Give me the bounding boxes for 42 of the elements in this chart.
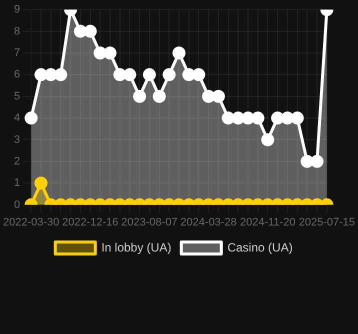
point <box>172 46 186 60</box>
point <box>212 90 225 103</box>
x-tick-label: 2023-08-07 <box>121 216 178 228</box>
point <box>242 112 255 125</box>
point <box>152 90 166 103</box>
point <box>261 133 274 146</box>
point <box>192 68 206 82</box>
point <box>251 112 264 125</box>
point <box>142 68 156 82</box>
point <box>133 90 146 103</box>
x-tick-label: 2022-12-16 <box>62 216 118 228</box>
point <box>103 46 116 60</box>
legend-label: In lobby (UA) <box>101 240 172 254</box>
point <box>113 68 126 82</box>
legend-label: Casino (UA) <box>227 240 293 254</box>
point <box>34 68 48 82</box>
y-tick-label: 8 <box>14 25 20 38</box>
y-tick-label: 9 <box>14 4 20 16</box>
point <box>202 90 216 103</box>
x-tick-label: 2024-11-20 <box>240 216 296 228</box>
x-tick-label: 2022-03-30 <box>2 216 60 228</box>
x-tick-label: 2025-07-15 <box>298 216 356 228</box>
y-tick-label: 3 <box>14 134 20 146</box>
point <box>94 46 107 60</box>
x-tick-label: 2024-03-28 <box>180 216 237 228</box>
y-tick-label: 0 <box>14 198 20 211</box>
y-tick-label: 6 <box>14 68 20 81</box>
point <box>271 112 284 125</box>
y-tick-label: 5 <box>14 90 20 102</box>
point <box>232 112 245 125</box>
y-tick-label: 4 <box>14 112 20 124</box>
point <box>290 112 304 125</box>
point <box>123 68 136 82</box>
point <box>280 112 294 125</box>
point <box>54 68 68 82</box>
point <box>182 68 196 82</box>
point <box>162 68 176 82</box>
point <box>222 112 235 125</box>
y-tick-label: 1 <box>14 177 20 190</box>
y-tick-label: 7 <box>14 47 20 60</box>
point <box>44 68 58 82</box>
y-tick-label: 2 <box>14 155 20 168</box>
